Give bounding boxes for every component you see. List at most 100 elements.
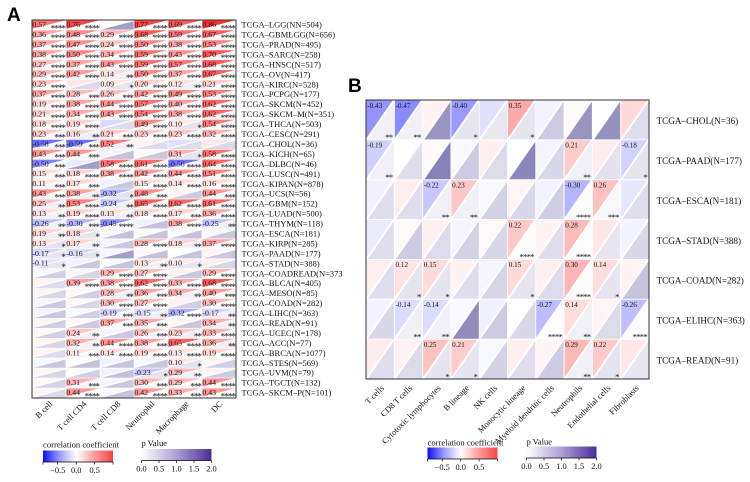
svg-text:0.59: 0.59 bbox=[134, 60, 148, 69]
svg-text:0.38: 0.38 bbox=[168, 110, 182, 119]
svg-text:**: ** bbox=[160, 262, 169, 272]
svg-text:TCGA–LGG(NN=504): TCGA–LGG(NN=504) bbox=[242, 20, 323, 30]
svg-text:-0.19: -0.19 bbox=[367, 142, 382, 150]
svg-text:***: *** bbox=[156, 292, 168, 302]
svg-text:0.11: 0.11 bbox=[32, 179, 45, 188]
svg-text:TCGA–KIPAN(N=878): TCGA–KIPAN(N=878) bbox=[242, 179, 324, 189]
svg-text:0.34: 0.34 bbox=[202, 318, 216, 327]
svg-text:0.39: 0.39 bbox=[66, 279, 80, 288]
svg-text:****: **** bbox=[51, 113, 67, 123]
svg-text:**: ** bbox=[228, 342, 237, 352]
svg-text:0.33: 0.33 bbox=[168, 279, 182, 288]
svg-text:TCGA–SKCM(N=452): TCGA–SKCM(N=452) bbox=[242, 99, 323, 109]
svg-text:2.0: 2.0 bbox=[206, 465, 216, 474]
svg-text:***: *** bbox=[190, 212, 202, 222]
svg-text:****: **** bbox=[576, 252, 591, 262]
svg-text:TCGA–STES(N=569): TCGA–STES(N=569) bbox=[242, 358, 319, 368]
svg-text:0.65: 0.65 bbox=[168, 338, 182, 347]
svg-text:****: **** bbox=[85, 33, 101, 43]
svg-text:TCGA–STAD(N=388): TCGA–STAD(N=388) bbox=[657, 236, 742, 246]
svg-text:0.13: 0.13 bbox=[168, 348, 182, 357]
svg-text:TCGA–LIHC(N=363): TCGA–LIHC(N=363) bbox=[242, 308, 319, 318]
svg-text:TCGA–LUAD(N=500): TCGA–LUAD(N=500) bbox=[242, 209, 323, 219]
svg-text:****: **** bbox=[187, 183, 203, 193]
svg-text:1.0: 1.0 bbox=[556, 462, 566, 471]
svg-text:****: **** bbox=[221, 73, 237, 83]
svg-text:**: ** bbox=[413, 132, 421, 142]
svg-text:****: **** bbox=[221, 33, 237, 43]
svg-text:-0.24: -0.24 bbox=[100, 199, 116, 208]
svg-text:0.65: 0.65 bbox=[134, 199, 148, 208]
svg-text:0.29: 0.29 bbox=[168, 378, 182, 387]
svg-text:TCGA–UCS(N=56): TCGA–UCS(N=56) bbox=[242, 189, 311, 199]
svg-text:0.44: 0.44 bbox=[202, 189, 216, 198]
svg-text:0.44: 0.44 bbox=[168, 169, 182, 178]
svg-text:0.38: 0.38 bbox=[134, 338, 148, 347]
svg-text:*: * bbox=[163, 371, 168, 381]
svg-text:**: ** bbox=[194, 371, 203, 381]
svg-text:TCGA–ACC(N=77): TCGA–ACC(N=77) bbox=[242, 338, 312, 348]
svg-text:0.16: 0.16 bbox=[66, 129, 80, 138]
svg-text:***: *** bbox=[122, 133, 134, 143]
svg-text:*: * bbox=[95, 252, 100, 262]
svg-text:-0.45: -0.45 bbox=[100, 219, 116, 228]
svg-text:****: **** bbox=[153, 163, 169, 173]
svg-text:0.37: 0.37 bbox=[32, 40, 46, 49]
svg-text:-0.27: -0.27 bbox=[537, 301, 552, 309]
svg-text:****: **** bbox=[153, 123, 169, 133]
svg-text:-0.50: -0.50 bbox=[32, 159, 48, 168]
svg-text:*: * bbox=[615, 371, 619, 381]
svg-text:0.43: 0.43 bbox=[32, 189, 46, 198]
svg-text:TCGA–BRCA(N=1077): TCGA–BRCA(N=1077) bbox=[242, 348, 326, 358]
svg-text:0.62: 0.62 bbox=[202, 100, 216, 109]
svg-text:0.36: 0.36 bbox=[202, 209, 216, 218]
svg-text:0.5: 0.5 bbox=[89, 466, 99, 475]
svg-text:****: **** bbox=[187, 173, 203, 183]
svg-text:0.59: 0.59 bbox=[168, 30, 182, 39]
svg-text:****: **** bbox=[221, 113, 237, 123]
svg-text:0.5: 0.5 bbox=[539, 462, 549, 471]
svg-text:TCGA–CHOL(N=36): TCGA–CHOL(N=36) bbox=[657, 116, 739, 126]
svg-text:****: **** bbox=[119, 272, 135, 282]
svg-text:0.20: 0.20 bbox=[134, 80, 148, 89]
svg-text:****: **** bbox=[221, 381, 237, 391]
svg-text:****: **** bbox=[187, 342, 203, 352]
svg-text:*: * bbox=[129, 83, 134, 93]
svg-text:-0.26: -0.26 bbox=[32, 219, 48, 228]
svg-text:****: **** bbox=[221, 183, 237, 193]
svg-text:TCGA–HNSC(N=517): TCGA–HNSC(N=517) bbox=[242, 59, 322, 69]
svg-text:0.19: 0.19 bbox=[134, 348, 148, 357]
svg-text:*: * bbox=[445, 371, 449, 381]
svg-text:***: *** bbox=[608, 212, 619, 222]
svg-text:****: **** bbox=[51, 93, 67, 103]
svg-text:0.16: 0.16 bbox=[202, 179, 216, 188]
svg-text:0.69: 0.69 bbox=[168, 20, 182, 29]
svg-text:***: *** bbox=[54, 153, 66, 163]
svg-text:0.50: 0.50 bbox=[134, 40, 148, 49]
svg-text:****: **** bbox=[633, 331, 648, 341]
svg-text:****: **** bbox=[153, 202, 169, 212]
svg-text:0.17: 0.17 bbox=[66, 239, 80, 248]
svg-text:0.28: 0.28 bbox=[100, 289, 114, 298]
svg-text:-0.18: -0.18 bbox=[622, 142, 637, 150]
svg-text:***: *** bbox=[54, 133, 66, 143]
svg-text:**: ** bbox=[58, 232, 67, 242]
svg-text:0.52: 0.52 bbox=[100, 139, 114, 148]
svg-text:0.57: 0.57 bbox=[168, 60, 182, 69]
svg-text:0.37: 0.37 bbox=[32, 90, 46, 99]
svg-text:-0.56: -0.56 bbox=[168, 159, 184, 168]
svg-text:0.53: 0.53 bbox=[202, 40, 216, 49]
svg-text:0.40: 0.40 bbox=[202, 289, 216, 298]
svg-text:0.29: 0.29 bbox=[32, 70, 46, 79]
svg-text:****: **** bbox=[187, 53, 203, 63]
svg-text:0.49: 0.49 bbox=[134, 120, 148, 129]
svg-text:0.29: 0.29 bbox=[565, 341, 578, 349]
svg-text:p: p bbox=[527, 437, 531, 447]
svg-text:****: **** bbox=[548, 331, 563, 341]
svg-text:****: **** bbox=[221, 352, 237, 362]
svg-text:0.44: 0.44 bbox=[100, 338, 114, 347]
svg-text:**: ** bbox=[126, 212, 135, 222]
svg-text:0.62: 0.62 bbox=[134, 279, 148, 288]
svg-text:**: ** bbox=[58, 202, 67, 212]
svg-text:****: **** bbox=[221, 242, 237, 252]
